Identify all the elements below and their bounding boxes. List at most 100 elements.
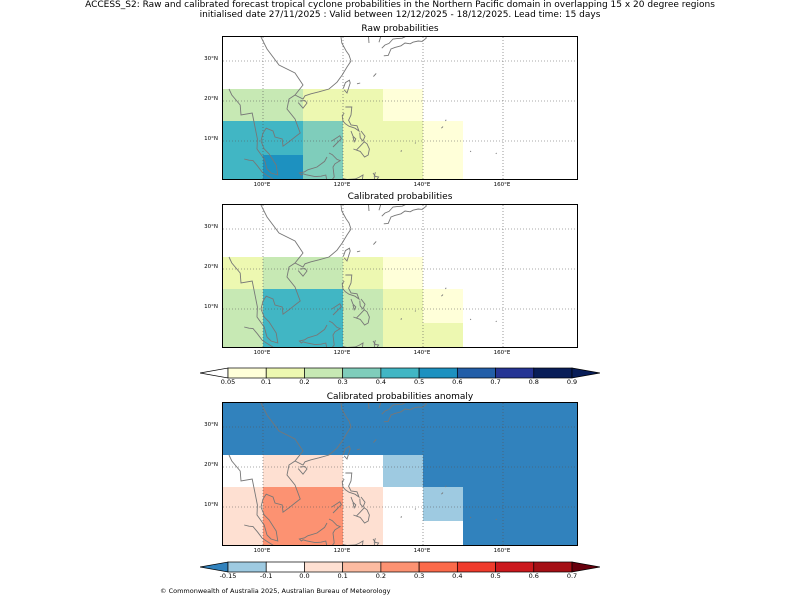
coastline: [298, 320, 342, 347]
coastline: [331, 501, 342, 514]
coastline: [244, 158, 274, 179]
colorbar-segment: [533, 367, 573, 379]
coastline: [381, 403, 406, 415]
coastline: [378, 205, 382, 211]
probability-cell: [423, 487, 463, 521]
colorbar-tick-label: 0.5: [490, 572, 501, 580]
colorbar-tick-label: 0.7: [566, 572, 578, 580]
coastline: [331, 303, 342, 316]
coastline: [414, 508, 417, 510]
colorbar-tick-label: 0.9: [566, 378, 578, 386]
coastline: [342, 174, 364, 179]
colorbar-tick-label: 0.05: [220, 378, 236, 386]
coastline: [381, 37, 406, 49]
colorbar-segment: [227, 367, 267, 379]
coastline: [331, 135, 342, 148]
coastline: [298, 518, 342, 545]
coastline: [244, 524, 274, 545]
lat-tick-label: 30°N: [204, 422, 218, 428]
coastline: [228, 205, 304, 344]
map-raw-probabilities[interactable]: [222, 36, 578, 180]
colorbar-tick-label: 0.6: [452, 378, 463, 386]
colorbar-tick-label: -0.15: [219, 572, 237, 580]
lon-tick-label: 100°E: [253, 350, 271, 356]
coastline: [469, 150, 472, 153]
colorbar-segment: [418, 561, 458, 573]
coastline: [342, 247, 351, 262]
colorbar-tick-label: -0.1: [259, 572, 273, 580]
probability-cell: [343, 257, 383, 289]
lat-tick-label: 30°N: [204, 56, 218, 62]
coastline: [356, 250, 361, 253]
probability-cell: [223, 289, 263, 347]
lon-tick-label: 120°E: [333, 350, 351, 356]
coastline: [356, 448, 361, 451]
panel-title-anomaly: Calibrated probabilities anomaly: [326, 392, 474, 402]
probability-cell: [383, 257, 423, 289]
colorbar-segment: [265, 561, 305, 573]
coastline: [350, 130, 357, 143]
colorbar-segment: [342, 367, 382, 379]
colorbar-tick-label: 0.2: [299, 378, 310, 386]
coastline: [244, 326, 274, 347]
coastline: [469, 516, 472, 519]
lon-tick-label: 140°E: [413, 182, 431, 188]
lat-tick-label: 30°N: [204, 224, 218, 230]
coastline: [294, 403, 352, 466]
colorbar-tick-label: 0.3: [337, 378, 348, 386]
probability-cell: [423, 455, 577, 487]
probability-cell: [223, 403, 577, 455]
probability-cell: [423, 323, 463, 347]
probability-cell: [343, 289, 383, 347]
colorbar-tick-label: 0.3: [413, 572, 425, 580]
coastline: [372, 172, 380, 179]
colorbar-segment: [304, 367, 344, 379]
lat-tick-label: 10°N: [204, 136, 218, 142]
probability-cell: [223, 257, 263, 289]
coastline: [368, 403, 370, 410]
map-calibrated-probabilities[interactable]: [222, 204, 578, 348]
colorbar-probabilities: [199, 364, 601, 379]
coastline: [445, 119, 447, 122]
figure-title-line1: ACCESS_S2: Raw and calibrated forecast t…: [85, 0, 715, 10]
coastline: [228, 403, 304, 542]
coastline: [297, 466, 308, 475]
coastline: [353, 507, 370, 524]
lat-tick-label: 20°N: [204, 462, 218, 468]
coastline: [350, 298, 357, 311]
map-calibrated-anomaly[interactable]: [222, 402, 578, 546]
coastline: [342, 342, 364, 347]
coastline: [445, 485, 447, 488]
coastline: [383, 205, 427, 225]
colorbar-segment: [533, 561, 573, 573]
colorbar-tick-label: 0.0: [299, 572, 310, 580]
colorbar-segment: [265, 367, 305, 379]
coastline: [353, 309, 370, 326]
coastline: [353, 141, 370, 158]
coastline: [441, 294, 444, 297]
colorbar-tick-label: 0.2: [375, 572, 387, 580]
colorbar-segment: [304, 561, 344, 573]
copyright-footer: © Commonwealth of Australia 2025, Austra…: [160, 587, 391, 595]
coastline: [495, 152, 497, 155]
map-canvas: [223, 205, 577, 347]
probability-cell: [423, 121, 463, 179]
coastline: [368, 205, 370, 212]
lat-tick-label: 10°N: [204, 502, 218, 508]
lon-tick-label: 140°E: [413, 350, 431, 356]
coastline: [368, 37, 370, 44]
probability-cell: [343, 89, 383, 121]
coastline: [342, 445, 351, 460]
probability-cell: [263, 487, 343, 545]
coastline: [294, 205, 352, 268]
lon-tick-label: 160°E: [493, 350, 511, 356]
colorbar-segment: [342, 561, 382, 573]
coastline: [350, 496, 357, 509]
colorbar-segment: [227, 561, 267, 573]
coastline: [342, 540, 364, 545]
figure-title-line2: initialised date 27/11/2025 : Valid betw…: [199, 10, 601, 20]
probability-cell: [423, 289, 463, 323]
coastline: [298, 152, 342, 179]
coastline: [441, 492, 444, 495]
coastline: [381, 205, 406, 217]
